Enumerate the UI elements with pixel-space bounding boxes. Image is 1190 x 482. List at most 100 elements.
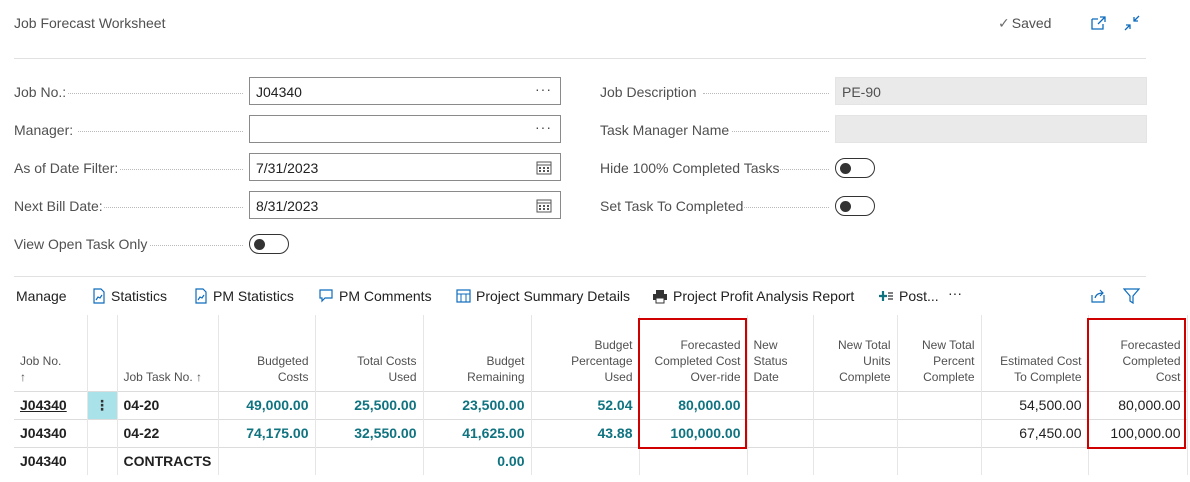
cell-forecasted-completed-cost[interactable]: 80,000.00 — [1088, 390, 1188, 419]
field-leader — [104, 207, 243, 208]
cell-total-costs-used[interactable] — [315, 446, 424, 475]
cell-forecasted-override[interactable]: 100,000.00 — [639, 418, 748, 447]
job-no-value: J04340 — [256, 84, 302, 100]
cell-new-status-date[interactable] — [747, 418, 814, 447]
printer-icon — [653, 289, 667, 303]
col-header-job-task-no[interactable]: Job Task No. ↑ — [117, 315, 219, 391]
cell-job-task-no[interactable]: 04-22 — [117, 418, 219, 447]
manager-field[interactable]: ··· — [249, 115, 561, 143]
row-menu-cell[interactable] — [87, 446, 118, 475]
share-icon[interactable] — [1090, 288, 1112, 304]
cell-new-total-percent[interactable] — [897, 446, 982, 475]
cell-job-no[interactable]: J04340 — [14, 390, 88, 419]
cell-forecasted-completed-cost[interactable]: 100,000.00 — [1088, 418, 1188, 447]
col-header-estimated-cost[interactable]: Estimated Cost To Complete — [981, 315, 1089, 391]
col-header-budgeted-costs[interactable]: Budgeted Costs — [218, 315, 316, 391]
col-header-job-no[interactable]: Job No. ↑ — [14, 315, 88, 391]
calendar-icon[interactable] — [536, 160, 552, 178]
cell-budgeted-costs[interactable]: 49,000.00 — [218, 390, 316, 419]
hide-completed-label: Hide 100% Completed Tasks — [600, 160, 780, 176]
col-header-budget-pct-used[interactable]: Budget Percentage Used — [531, 315, 640, 391]
statistics-button[interactable]: Statistics — [92, 288, 167, 304]
cell-forecasted-completed-cost[interactable] — [1088, 446, 1188, 475]
hide-completed-toggle[interactable] — [835, 158, 875, 178]
cell-new-status-date[interactable] — [747, 446, 814, 475]
next-bill-date-value: 8/31/2023 — [256, 198, 319, 214]
row-menu-cell[interactable] — [87, 418, 118, 447]
cell-budget-pct-used[interactable]: 52.04 — [531, 390, 640, 419]
open-in-new-window-icon[interactable] — [1090, 14, 1108, 32]
set-task-completed-toggle[interactable] — [835, 196, 875, 216]
comment-icon — [319, 289, 333, 303]
field-leader — [120, 169, 243, 170]
field-leader — [732, 131, 829, 132]
cell-total-costs-used[interactable]: 25,500.00 — [315, 390, 424, 419]
as-of-date-filter-field[interactable]: 7/31/2023 — [249, 153, 561, 181]
cell-job-task-no[interactable]: 04-20 — [117, 390, 219, 419]
cell-budget-pct-used[interactable]: 43.88 — [531, 418, 640, 447]
post-icon — [879, 291, 893, 301]
cell-new-status-date[interactable] — [747, 390, 814, 419]
col-header-forecasted-completed-cost[interactable]: Forecasted Completed Cost — [1088, 315, 1188, 391]
cell-budget-remaining[interactable]: 23,500.00 — [423, 390, 532, 419]
lookup-ellipsis-icon[interactable]: ··· — [535, 81, 552, 97]
lookup-ellipsis-icon[interactable]: ··· — [535, 119, 552, 135]
col-header-forecasted-override[interactable]: Forecasted Completed Cost Over-ride — [639, 315, 748, 391]
cell-new-total-units[interactable] — [813, 418, 898, 447]
col-header-total-costs-used[interactable]: Total Costs Used — [315, 315, 424, 391]
table-row[interactable]: J04340 04-22 74,175.00 32,550.00 41,625.… — [14, 418, 1188, 447]
project-summary-details-button[interactable]: Project Summary Details — [456, 288, 630, 304]
calendar-icon[interactable] — [536, 198, 552, 216]
cell-job-task-no[interactable]: CONTRACTS — [117, 446, 219, 475]
table-icon — [456, 289, 471, 303]
as-of-date-filter-label: As of Date Filter: — [14, 160, 119, 176]
cell-budgeted-costs[interactable]: 74,175.00 — [218, 418, 316, 447]
cell-job-no[interactable]: J04340 — [14, 418, 88, 447]
cell-estimated-cost[interactable] — [981, 446, 1089, 475]
cell-forecasted-override[interactable]: 80,000.00 — [639, 390, 748, 419]
cell-estimated-cost[interactable]: 54,500.00 — [981, 390, 1089, 419]
toggle-knob — [254, 239, 265, 250]
pm-comments-button[interactable]: PM Comments — [318, 288, 432, 304]
project-profit-report-button[interactable]: Project Profit Analysis Report — [652, 288, 854, 304]
cell-estimated-cost[interactable]: 67,450.00 — [981, 418, 1089, 447]
cell-forecasted-override[interactable] — [639, 446, 748, 475]
filter-icon[interactable] — [1123, 288, 1145, 304]
table-row[interactable]: J04340 CONTRACTS 0.00 — [14, 446, 1188, 475]
job-description-label: Job Description — [600, 84, 697, 100]
cell-budget-pct-used[interactable] — [531, 446, 640, 475]
cell-budget-remaining[interactable]: 0.00 — [423, 446, 532, 475]
col-header-budget-remaining[interactable]: Budget Remaining — [423, 315, 532, 391]
table-row[interactable]: J04340 ⋮ 04-20 49,000.00 25,500.00 23,50… — [14, 390, 1188, 419]
cell-budgeted-costs[interactable] — [218, 446, 316, 475]
cell-new-total-percent[interactable] — [897, 390, 982, 419]
cell-job-no[interactable]: J04340 — [14, 446, 88, 475]
job-description-value: PE-90 — [842, 84, 881, 100]
view-open-task-only-toggle[interactable] — [249, 234, 289, 254]
post-button[interactable]: Post... — [878, 288, 939, 304]
job-forecast-table: Job No. ↑ Job Task No. ↑ Budgeted Costs To… — [14, 315, 1188, 475]
field-leader — [150, 245, 243, 246]
job-no-field[interactable]: J04340 ··· — [249, 77, 561, 105]
cell-total-costs-used[interactable]: 32,550.00 — [315, 418, 424, 447]
as-of-date-filter-value: 7/31/2023 — [256, 160, 319, 176]
pm-statistics-button[interactable]: PM Statistics — [194, 288, 294, 304]
manage-menu[interactable]: Manage — [16, 288, 67, 304]
more-actions-button[interactable]: ··· — [948, 285, 962, 301]
row-menu-icon[interactable]: ⋮ — [87, 390, 118, 419]
job-description-field: PE-90 — [835, 77, 1147, 105]
cell-new-total-units[interactable] — [813, 390, 898, 419]
cell-new-total-percent[interactable] — [897, 418, 982, 447]
cell-new-total-units[interactable] — [813, 446, 898, 475]
next-bill-date-field[interactable]: 8/31/2023 — [249, 191, 561, 219]
saved-status: ✓ Saved — [998, 15, 1051, 32]
col-header-new-total-percent[interactable]: New Total Percent Complete — [897, 315, 982, 391]
cell-budget-remaining[interactable]: 41,625.00 — [423, 418, 532, 447]
saved-label: Saved — [1011, 15, 1052, 31]
collapse-icon[interactable] — [1123, 14, 1141, 32]
col-header-new-status-date[interactable]: New Status Date — [747, 315, 814, 391]
project-profit-report-label: Project Profit Analysis Report — [673, 288, 855, 304]
col-header-new-total-units[interactable]: New Total Units Complete — [813, 315, 898, 391]
statistics-label: Statistics — [111, 288, 168, 304]
toggle-knob — [840, 163, 851, 174]
